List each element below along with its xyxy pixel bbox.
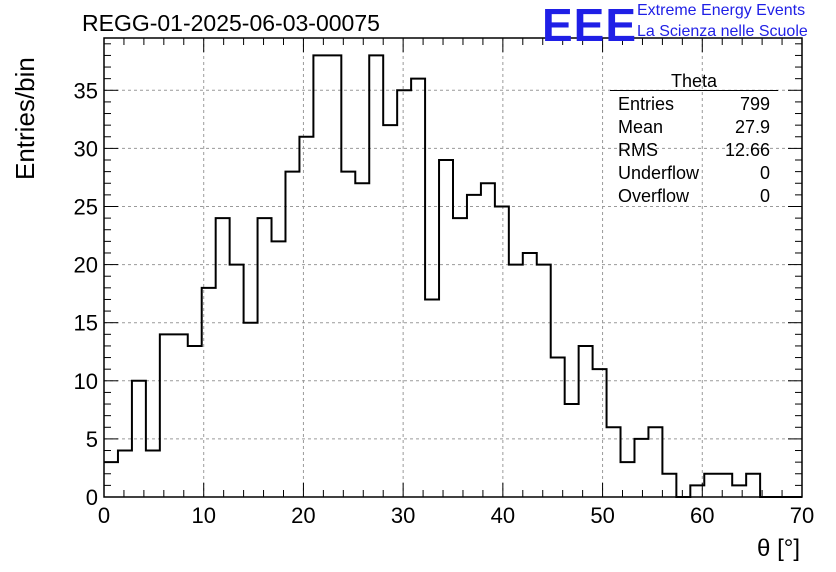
histogram-bin (593, 369, 607, 497)
histogram-bin (188, 346, 202, 497)
x-tick-label: 20 (291, 503, 315, 528)
histogram-bin (551, 358, 565, 497)
histogram-bin (732, 485, 746, 497)
y-tick-label: 0 (86, 485, 98, 510)
stats-label: Underflow (618, 163, 700, 183)
stats-label: Mean (618, 117, 664, 137)
histogram-bin (495, 206, 509, 497)
histogram-bin (216, 218, 230, 497)
histogram-bin (746, 474, 760, 497)
histogram-bin (118, 451, 132, 497)
stats-value: 799 (739, 94, 770, 114)
x-tick-label: 0 (98, 503, 110, 528)
histogram-bin (327, 55, 341, 497)
histogram-bin (523, 253, 537, 497)
stats-value: 0 (759, 186, 770, 206)
axis-ticks (103, 38, 803, 498)
histogram-bin (341, 172, 355, 497)
y-axis-label: Entries/bin (10, 57, 40, 180)
histogram-bin (607, 427, 621, 497)
stats-row-underflow: Underflow 0 (610, 162, 778, 185)
stats-label: RMS (618, 140, 658, 160)
y-tick-label: 30 (74, 136, 98, 161)
x-tick-label: 30 (391, 503, 415, 528)
stats-value: 0 (759, 163, 770, 183)
histogram-bin (425, 299, 439, 497)
histogram-bin (383, 125, 397, 497)
stats-row-entries: Entries 799 (610, 93, 778, 116)
histogram-series (104, 54, 802, 498)
histogram-bin (453, 218, 467, 497)
histogram-bin (579, 346, 593, 497)
stats-title: Theta (610, 72, 778, 91)
x-tick-label: 10 (191, 503, 215, 528)
histogram-outline (104, 54, 802, 498)
y-tick-label: 15 (74, 311, 98, 336)
histogram-bin (439, 160, 453, 497)
histogram-bin (313, 55, 327, 497)
histogram-bin (704, 474, 718, 497)
histogram-bin (104, 462, 118, 497)
histogram-bin (160, 334, 174, 497)
eee-logo: EEE (542, 0, 638, 51)
histogram-bin (397, 90, 411, 497)
x-tick-label: 60 (690, 503, 714, 528)
y-tick-label: 25 (74, 194, 98, 219)
stats-row-mean: Mean 27.9 (610, 116, 778, 139)
histogram-bin (565, 404, 579, 497)
histogram-bin (244, 323, 258, 497)
histogram-bin (467, 195, 481, 497)
histogram-bin (258, 218, 272, 497)
histogram-bin (648, 427, 662, 497)
plot-frame (103, 37, 803, 498)
stats-label: Overflow (618, 186, 690, 206)
logo-line1: Extreme Energy Events (637, 2, 806, 19)
histogram-bin (369, 55, 383, 497)
logo-line2: La Scienza nelle Scuole (637, 23, 808, 40)
stats-row-rms: RMS 12.66 (610, 139, 778, 162)
histogram-bin (411, 79, 425, 497)
y-tick-label: 20 (74, 253, 98, 278)
histogram-bin (299, 137, 313, 497)
histogram-bin (662, 474, 676, 497)
histogram-bin (634, 439, 648, 497)
chart-title: REGG-01-2025-06-03-00075 (82, 10, 380, 36)
x-tick-label: 70 (790, 503, 814, 528)
stats-box: Theta Entries 799 Mean 27.9 RMS 12.66 Un… (610, 72, 778, 208)
x-tick-label: 50 (590, 503, 614, 528)
histogram-bin (174, 334, 188, 497)
tick-labels: 0 10 20 30 40 50 60 70 0 5 10 15 20 25 30 35 (74, 78, 815, 528)
y-tick-label: 35 (74, 78, 98, 103)
y-tick-label: 10 (74, 369, 98, 394)
histogram-bin (285, 172, 299, 497)
histogram-bin (146, 451, 160, 497)
y-tick-label: 5 (86, 427, 98, 452)
histogram-bin (718, 474, 732, 497)
stats-label: Entries (618, 94, 675, 114)
x-axis-label: θ [°] (757, 535, 800, 562)
stats-value: 27.9 (734, 117, 770, 137)
x-tick-label: 40 (491, 503, 515, 528)
histogram-bin (481, 183, 495, 497)
histogram-bin (272, 241, 286, 497)
stats-row-overflow: Overflow 0 (610, 185, 778, 208)
stats-value: 12.66 (724, 140, 770, 160)
histogram-bin (355, 183, 369, 497)
